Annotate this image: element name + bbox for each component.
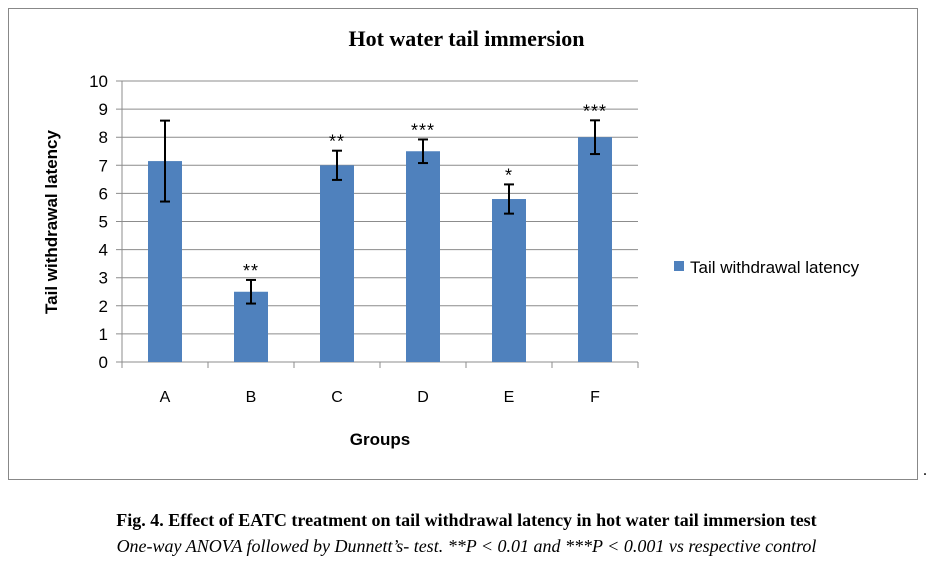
significance-label: ** xyxy=(243,261,259,281)
bar-F xyxy=(578,137,612,362)
bar-chart: 0 1 2 3 4 5 6 7 8 9 10 A ** B ** C *** D * E *** F Groups Tail … xyxy=(42,72,860,449)
legend-swatch xyxy=(674,261,684,271)
figure-note: One-way ANOVA followed by Dunnett’s- tes… xyxy=(116,536,817,556)
x-tick-label: F xyxy=(590,389,600,406)
y-tick-label: 0 xyxy=(99,353,108,372)
bar-D xyxy=(406,151,440,362)
x-tick-label: D xyxy=(417,389,429,406)
significance-label: * xyxy=(505,165,513,185)
y-tick-label: 6 xyxy=(99,184,108,203)
y-axis-label: Tail withdrawal latency xyxy=(42,130,61,314)
y-tick-label: 4 xyxy=(99,241,108,260)
bar-E xyxy=(492,199,526,362)
legend-label: Tail withdrawal latency xyxy=(690,258,860,277)
chart-frame xyxy=(8,8,918,480)
x-axis-label: Groups xyxy=(350,430,410,449)
y-tick-label: 9 xyxy=(99,100,108,119)
y-tick-label: 1 xyxy=(99,325,108,344)
y-tick-label: 3 xyxy=(99,269,108,288)
y-tick-label: 7 xyxy=(99,156,108,175)
x-tick-label: C xyxy=(331,389,343,406)
trailing-period: . xyxy=(923,462,927,479)
significance-label: *** xyxy=(583,101,607,121)
y-tick-label: 8 xyxy=(99,128,108,147)
y-tick-label: 10 xyxy=(89,72,108,91)
figure-caption: Fig. 4. Effect of EATC treatment on tail… xyxy=(116,510,817,530)
y-tick-label: 5 xyxy=(99,213,108,232)
chart-title: Hot water tail immersion xyxy=(348,26,585,51)
significance-label: *** xyxy=(411,120,435,140)
bar-C xyxy=(320,165,354,362)
significance-label: ** xyxy=(329,132,345,152)
x-tick-label: B xyxy=(246,389,257,406)
x-tick-label: A xyxy=(160,389,171,406)
x-tick-label: E xyxy=(504,389,515,406)
y-tick-label: 2 xyxy=(99,297,108,316)
